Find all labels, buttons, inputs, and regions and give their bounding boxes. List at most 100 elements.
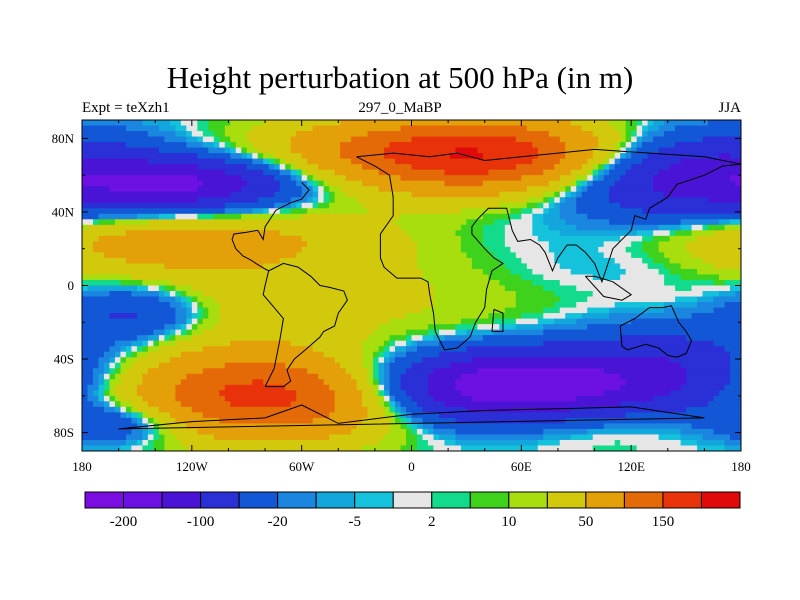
field-cell: [230, 142, 237, 149]
field-cell: [422, 406, 468, 413]
field-cell: [548, 202, 555, 209]
field-cell: [142, 395, 176, 402]
field-cell: [395, 357, 424, 364]
field-cell: [241, 175, 275, 182]
field-cell: [241, 153, 248, 160]
field-cell: [296, 390, 336, 397]
field-cell: [153, 329, 165, 336]
field-cell: [290, 175, 297, 182]
field-cell: [120, 362, 133, 369]
field-cell: [609, 191, 665, 198]
field-cell: [406, 434, 418, 441]
field-cell: [241, 147, 248, 154]
field-cell: [642, 158, 682, 165]
field-cell: [554, 202, 561, 209]
field-cell: [592, 274, 621, 281]
field-cell: [82, 241, 94, 248]
field-cell: [142, 445, 154, 451]
field-cell: [164, 439, 182, 447]
field-cell: [664, 120, 709, 127]
field-cell: [82, 417, 133, 425]
field-cell: [455, 417, 566, 425]
field-cell: [466, 252, 495, 259]
field-cell: [131, 340, 144, 347]
field-cell: [290, 142, 341, 149]
field-cell: [224, 131, 248, 138]
field-cell: [147, 439, 154, 447]
field-cell: [543, 169, 572, 176]
field-cell: [576, 186, 583, 193]
field-cell: [664, 302, 698, 309]
field-cell: [92, 246, 303, 253]
colorbar-box: [469, 491, 510, 509]
field-cell: [526, 202, 539, 209]
field-cell: [373, 357, 380, 364]
field-cell: [82, 434, 127, 441]
field-cell: [406, 417, 413, 425]
field-cell: [554, 302, 577, 309]
field-cell: [362, 445, 402, 451]
field-cell: [169, 279, 429, 287]
y-tick-label: 40N: [52, 204, 75, 219]
field-cell: [438, 412, 627, 419]
field-cell: [631, 252, 649, 259]
field-cell: [389, 401, 396, 408]
field-cell: [576, 285, 676, 292]
field-cell: [543, 428, 588, 436]
field-cell: [301, 213, 402, 220]
field-cell: [378, 395, 385, 402]
field-cell: [263, 263, 418, 270]
field-cell: [642, 208, 741, 215]
field-cell: [697, 302, 726, 309]
field-cell: [329, 186, 341, 193]
field-cell: [197, 313, 204, 320]
field-cell: [213, 324, 380, 331]
field-cell: [158, 296, 176, 303]
field-cell: [98, 395, 105, 402]
field-cell: [389, 417, 396, 425]
field-cell: [384, 434, 407, 441]
field-cell: [82, 401, 94, 408]
field-cell: [191, 318, 198, 325]
field-cell: [411, 412, 440, 419]
field-cell: [224, 142, 231, 149]
field-cell: [202, 318, 220, 325]
field-cell: [433, 423, 605, 430]
field-cell: [82, 164, 198, 171]
field-cell: [82, 395, 89, 402]
field-cell: [395, 346, 407, 353]
field-cell: [603, 423, 693, 430]
field-cell: [175, 395, 226, 402]
field-cell: [515, 164, 555, 171]
field-cell: [82, 291, 111, 298]
field-cell: [598, 136, 621, 143]
field-cell: [455, 329, 468, 336]
field-cell: [444, 180, 484, 187]
field-cell: [664, 131, 741, 138]
field-cell: [158, 428, 171, 436]
field-cell: [389, 335, 407, 342]
field-cell: [103, 384, 111, 391]
field-cell: [455, 384, 621, 391]
field-cell: [559, 136, 599, 143]
field-cell: [147, 428, 154, 436]
field-cell: [565, 186, 572, 193]
field-cell: [186, 445, 363, 451]
field-cell: [323, 379, 358, 386]
field-cell: [219, 313, 407, 320]
field-cell: [570, 169, 588, 176]
field-cell: [312, 125, 402, 132]
field-cell: [367, 406, 385, 413]
field-cell: [219, 318, 391, 325]
field-cell: [114, 357, 122, 364]
field-cell: [581, 186, 588, 193]
field-cell: [719, 219, 731, 226]
field-cell: [592, 153, 610, 160]
field-cell: [686, 335, 741, 342]
field-cell: [82, 357, 100, 364]
field-cell: [532, 268, 572, 276]
field-cell: [614, 180, 654, 187]
field-cell: [384, 351, 391, 358]
field-cell: [82, 302, 171, 309]
field-cell: [82, 224, 89, 231]
